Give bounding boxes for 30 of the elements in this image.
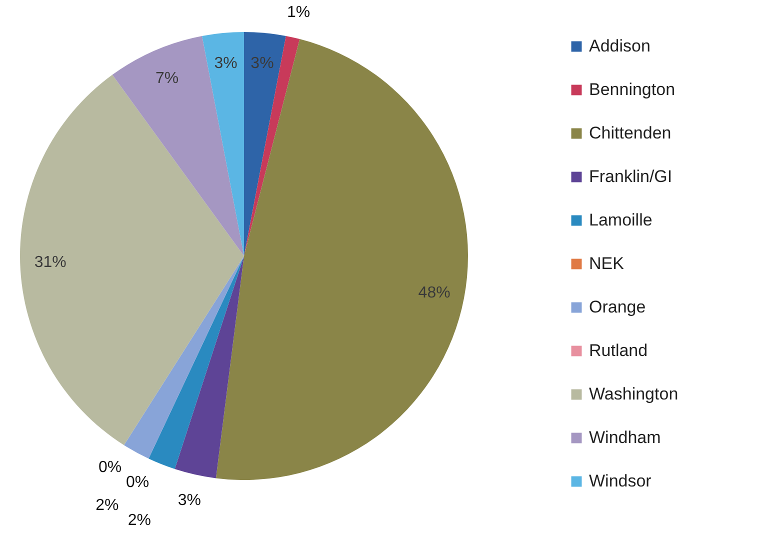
data-label: 3% xyxy=(178,492,202,509)
legend-label: Lamoille xyxy=(589,210,652,230)
data-label: 31% xyxy=(34,254,66,272)
pie-slice xyxy=(124,256,244,459)
data-label: 3% xyxy=(250,55,274,72)
legend-label: Addison xyxy=(589,36,650,56)
legend-label: Windsor xyxy=(589,472,652,490)
legend-label: Windham xyxy=(589,428,661,447)
pie-slice xyxy=(174,256,244,478)
legend-label: Washington xyxy=(589,384,678,404)
data-label: 7% xyxy=(155,70,179,88)
pie-slice xyxy=(244,36,300,256)
pie-slice xyxy=(216,39,468,480)
data-label: 2% xyxy=(96,496,119,514)
data-label: 48% xyxy=(418,284,450,302)
pie-slice xyxy=(112,36,244,256)
pie-slice xyxy=(148,256,244,470)
data-label: 1% xyxy=(286,4,310,22)
text: 0% xyxy=(126,474,150,492)
pie-slice xyxy=(244,32,286,256)
data-label: 2% xyxy=(128,512,152,530)
legend-label: NEK xyxy=(589,254,625,273)
legend-label: Franklin/GI xyxy=(589,167,672,186)
legend-label: Chittenden xyxy=(589,124,672,142)
legend-label: Bennington xyxy=(589,80,676,99)
legend-label: Orange xyxy=(589,298,646,316)
pie-slice xyxy=(202,32,244,256)
text: 0% xyxy=(98,459,122,476)
legend-label: Rutland xyxy=(589,341,648,360)
data-label: 3% xyxy=(214,55,238,72)
